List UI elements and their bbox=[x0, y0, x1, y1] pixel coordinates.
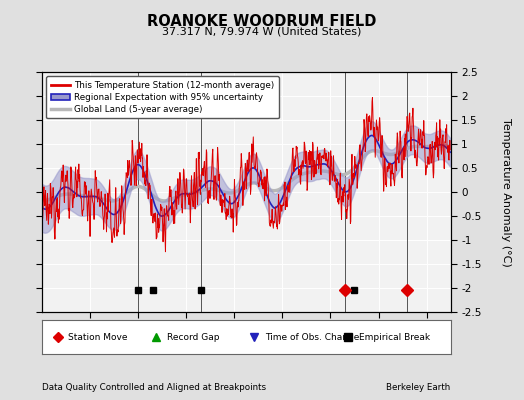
Text: Data Quality Controlled and Aligned at Breakpoints: Data Quality Controlled and Aligned at B… bbox=[42, 383, 266, 392]
Text: Time of Obs. Change: Time of Obs. Change bbox=[265, 332, 359, 342]
Text: 37.317 N, 79.974 W (United States): 37.317 N, 79.974 W (United States) bbox=[162, 26, 362, 36]
Legend: This Temperature Station (12-month average), Regional Expectation with 95% uncer: This Temperature Station (12-month avera… bbox=[46, 76, 279, 118]
Text: Station Move: Station Move bbox=[69, 332, 128, 342]
Text: Berkeley Earth: Berkeley Earth bbox=[386, 383, 451, 392]
Text: Record Gap: Record Gap bbox=[167, 332, 219, 342]
Text: Empirical Break: Empirical Break bbox=[358, 332, 430, 342]
Y-axis label: Temperature Anomaly (°C): Temperature Anomaly (°C) bbox=[501, 118, 511, 266]
Text: ROANOKE WOODRUM FIELD: ROANOKE WOODRUM FIELD bbox=[147, 14, 377, 29]
